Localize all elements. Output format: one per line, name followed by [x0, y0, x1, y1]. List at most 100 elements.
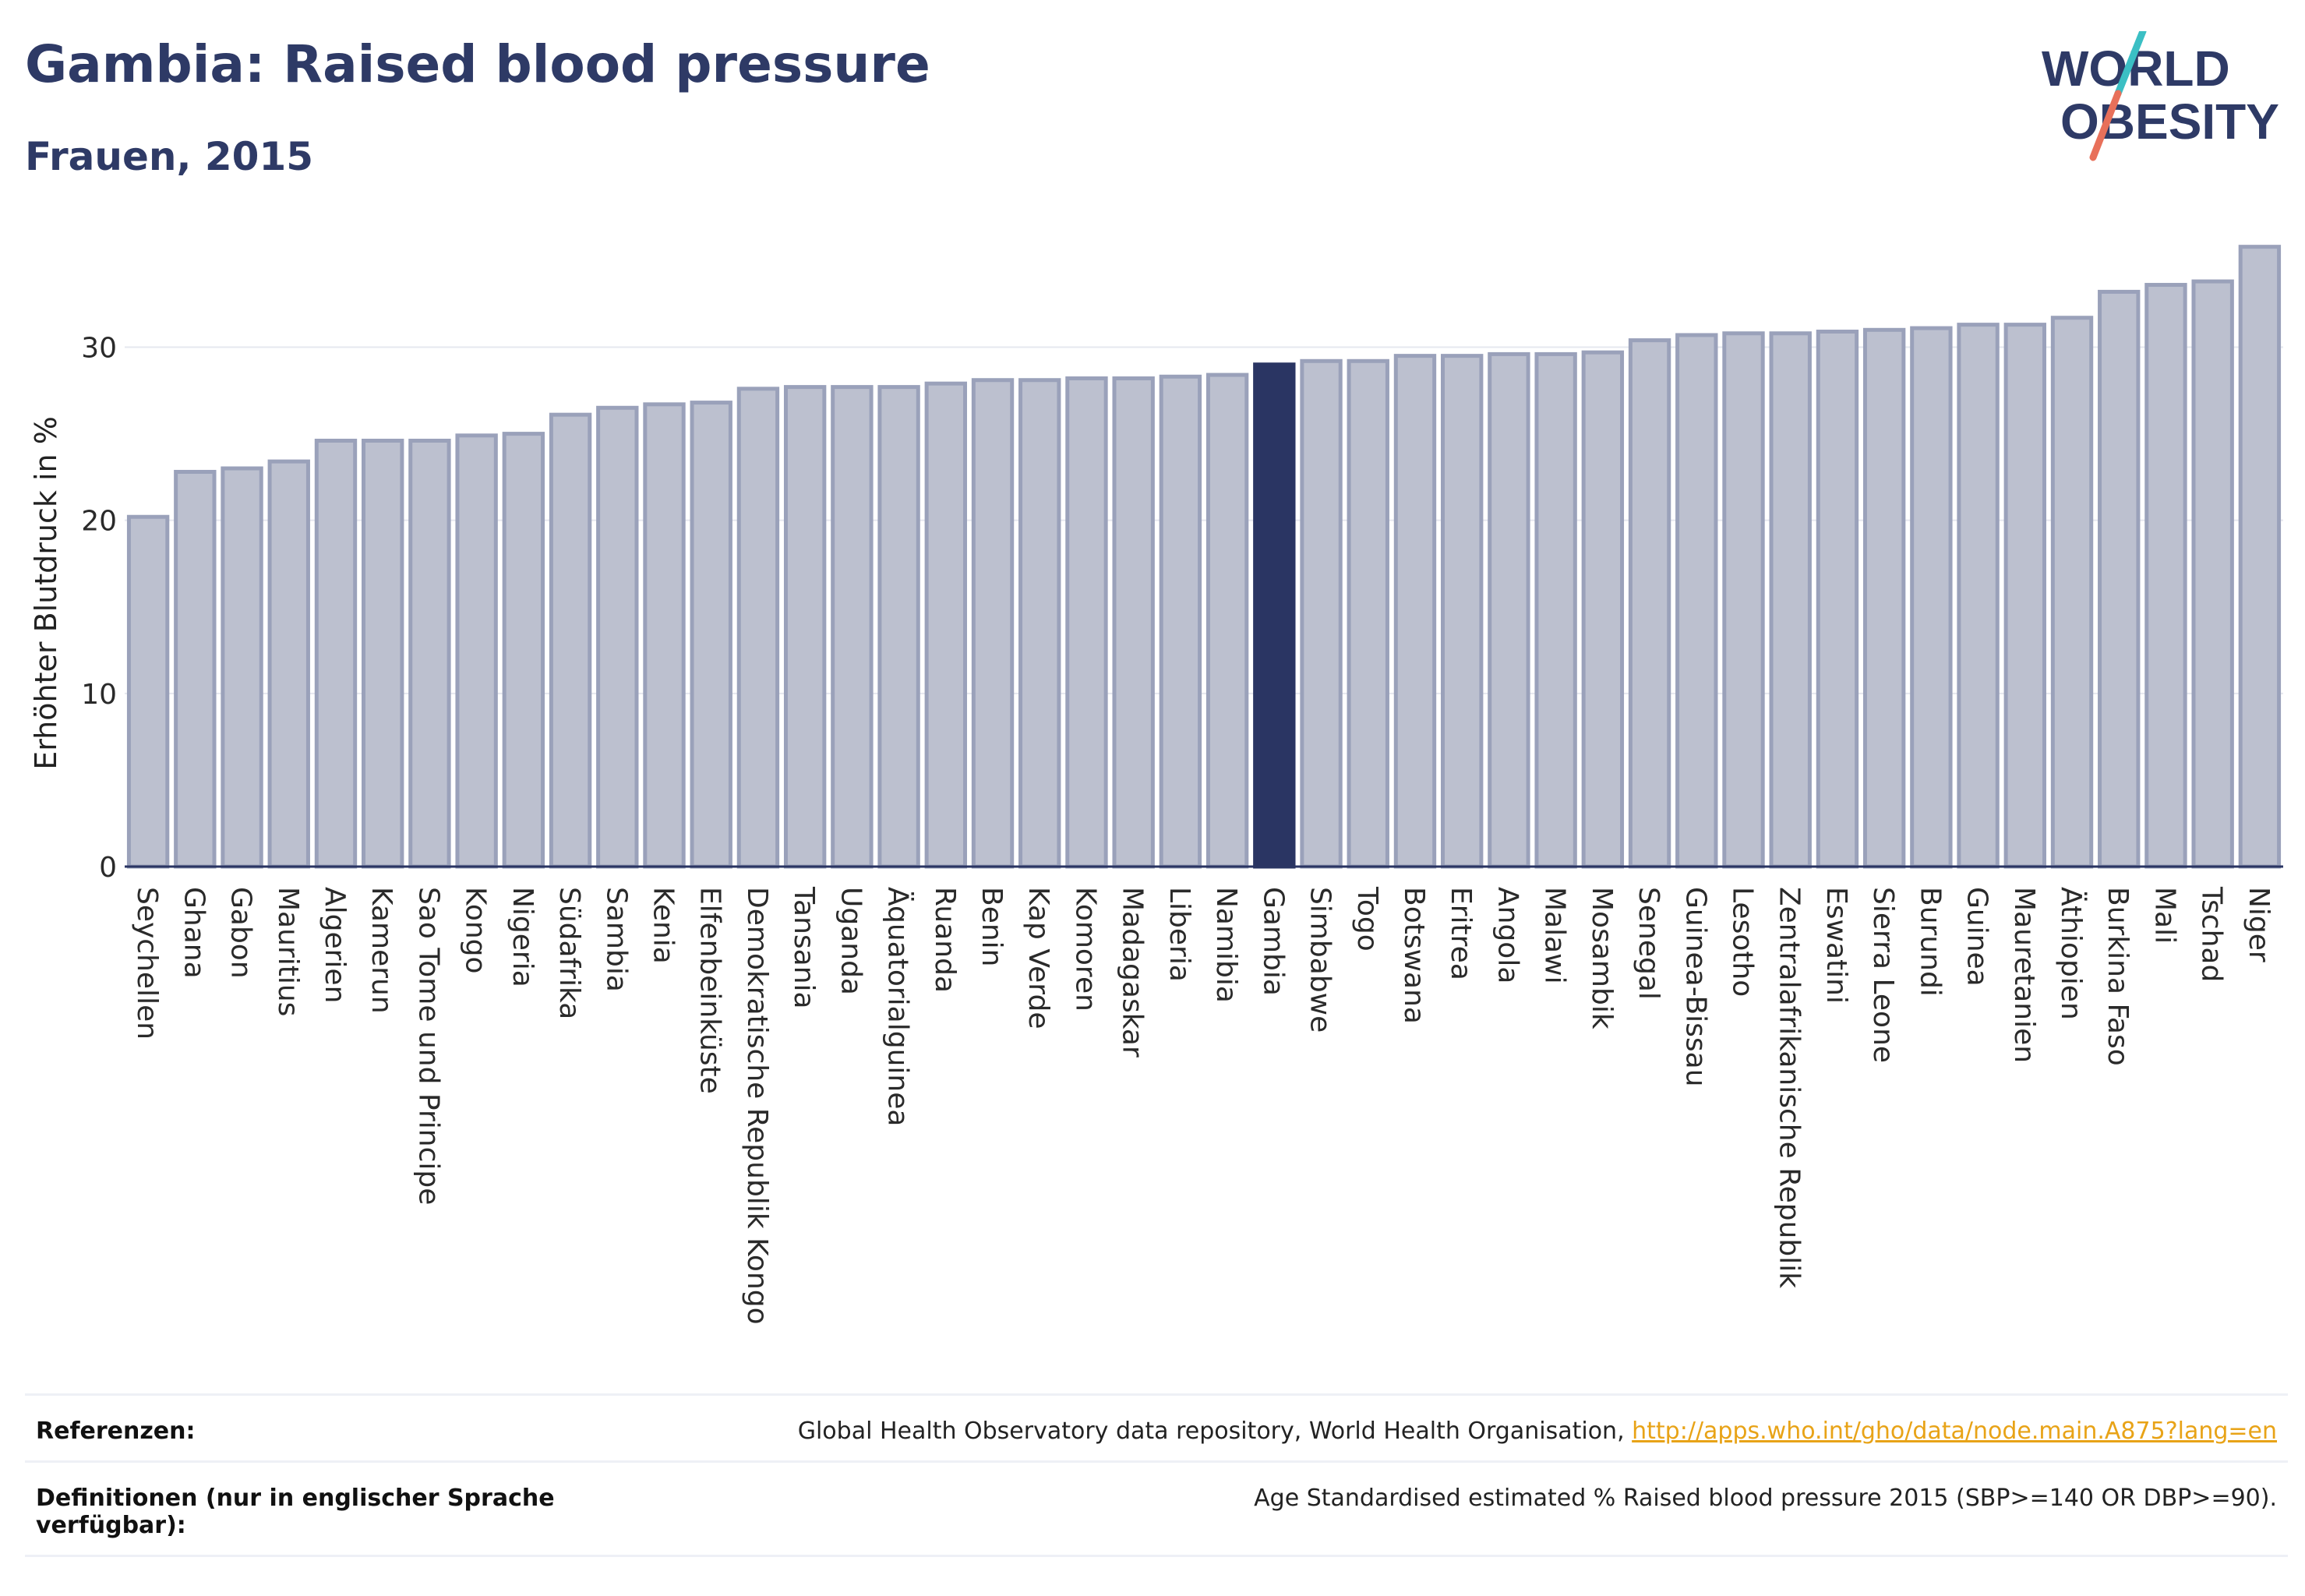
x-tick-label: Mali — [2148, 887, 2180, 944]
x-tick-label: Madagaskar — [1117, 887, 1149, 1058]
bar — [2098, 289, 2141, 869]
x-tick-label: Liberia — [1163, 887, 1195, 982]
x-tick-label: Togo — [1351, 886, 1383, 952]
y-axis-label: Erhöhter Blutdruck in % — [29, 416, 63, 770]
bar — [2238, 245, 2282, 869]
x-tick-label: Zentralafrikanische Republik — [1774, 887, 1806, 1288]
bar — [1205, 373, 1249, 869]
x-tick-label: Lesotho — [1727, 887, 1759, 997]
x-tick-label: Seychellen — [131, 887, 163, 1040]
x-tick-label: Eswatini — [1820, 887, 1852, 1004]
bar — [1159, 374, 1202, 869]
references-row: Referenzen: Global Health Observatory da… — [25, 1393, 2288, 1460]
x-tick-labels: Seychellen Ghana Gabon Mauritius Algerien Kam… — [131, 886, 2275, 1325]
bar — [1441, 354, 1484, 869]
y-tick-label: 20 — [81, 506, 117, 538]
bar — [2050, 316, 2094, 869]
x-tick-label: Kamerun — [365, 887, 397, 1014]
bar — [971, 378, 1015, 869]
x-tick-label: Burkina Faso — [2102, 887, 2134, 1066]
bar — [1300, 358, 1343, 869]
y-tick-label: 30 — [81, 333, 117, 365]
bar — [643, 402, 686, 869]
logo-accent-teal — [2114, 31, 2147, 97]
bar — [783, 385, 827, 869]
x-tick-label: Niger — [2243, 887, 2275, 962]
bar — [877, 385, 920, 869]
bar — [455, 433, 498, 869]
bar — [1769, 331, 1812, 869]
x-tick-label: Kongo — [460, 887, 492, 974]
bar — [221, 466, 263, 869]
bar — [126, 514, 170, 869]
x-tick-label: Mosambik — [1586, 887, 1618, 1029]
world-obesity-logo: WORLD OBESITY — [2042, 31, 2279, 161]
x-tick-label: Kap Verde — [1022, 887, 1054, 1029]
logo-accent-coral — [2089, 90, 2122, 161]
x-tick-label: Sao Tome und Principe — [412, 887, 444, 1205]
y-tick-labels: 0 10 20 30 — [81, 333, 117, 884]
x-tick-label: Demokratische Republik Kongo — [741, 887, 773, 1325]
bar — [1581, 350, 1625, 869]
bar — [1910, 326, 1953, 869]
bar — [736, 387, 780, 869]
bar — [1816, 330, 1859, 869]
x-tick-label: Nigeria — [507, 887, 538, 987]
bar — [502, 432, 545, 869]
x-tick-label: Sambia — [600, 887, 632, 992]
bar — [690, 401, 732, 869]
bar — [549, 412, 592, 869]
x-tick-label: Mauritius — [272, 887, 304, 1016]
bar — [1862, 327, 1906, 869]
x-tick-label: Malawi — [1539, 887, 1571, 984]
bar — [1347, 358, 1389, 869]
x-tick-label: Namibia — [1210, 887, 1242, 1003]
bar — [1534, 351, 1577, 869]
bar — [1018, 378, 1061, 869]
bar — [267, 459, 310, 869]
bar-highlight — [1253, 362, 1296, 869]
bar — [596, 405, 639, 869]
x-tick-label: Äquatorialguinea — [882, 887, 915, 1126]
bar — [1675, 333, 1718, 869]
x-tick-label: Komoren — [1069, 887, 1101, 1012]
bar — [174, 469, 217, 869]
x-tick-label: Uganda — [835, 887, 867, 995]
bar — [1065, 376, 1108, 869]
x-tick-label: Botswana — [1398, 887, 1430, 1024]
bar — [2191, 279, 2234, 869]
x-tick-label: Simbabwe — [1304, 887, 1336, 1033]
references-label: Referenzen: — [36, 1418, 196, 1445]
x-tick-label: Algerien — [319, 887, 351, 1003]
x-tick-label: Tschad — [2196, 886, 2228, 982]
bar — [1957, 323, 2000, 869]
bar — [2144, 283, 2187, 869]
bar — [314, 438, 358, 869]
x-tick-label: Gabon — [225, 887, 257, 979]
definitions-row: Definitionen (nur in englischer Sprache … — [25, 1460, 2288, 1557]
bar — [1628, 338, 1671, 869]
x-tick-label: Elfenbeinküste — [694, 887, 726, 1094]
bar — [831, 385, 874, 869]
x-tick-label: Ruanda — [929, 887, 961, 993]
x-tick-label: Tansania — [788, 886, 820, 1009]
x-tick-label: Guinea-Bissau — [1679, 887, 1711, 1087]
x-tick-label: Senegal — [1633, 887, 1664, 1000]
references-text: Global Health Observatory data repositor… — [797, 1418, 1633, 1445]
bar — [2003, 323, 2046, 869]
references-link[interactable]: http://apps.who.int/gho/data/node.main.A… — [1632, 1418, 2277, 1445]
bar-chart: 0 10 20 30 Seychellen Ghana Gabon Mauritius Alg… — [29, 245, 2283, 1325]
bar — [1112, 376, 1155, 869]
y-tick-label: 0 — [99, 852, 117, 884]
footer-table: Referenzen: Global Health Observatory da… — [25, 1393, 2288, 1557]
x-tick-label: Eritrea — [1445, 887, 1477, 980]
x-tick-label: Ghana — [178, 887, 210, 979]
y-tick-label: 10 — [81, 679, 117, 711]
bar — [1488, 351, 1530, 869]
x-tick-label: Mauretanien — [2008, 887, 2040, 1063]
x-tick-label: Kenia — [648, 887, 679, 964]
bar — [1722, 331, 1765, 869]
bar — [408, 438, 451, 869]
x-tick-label: Äthiopien — [2055, 887, 2088, 1020]
references-value: Global Health Observatory data repositor… — [798, 1396, 2288, 1460]
